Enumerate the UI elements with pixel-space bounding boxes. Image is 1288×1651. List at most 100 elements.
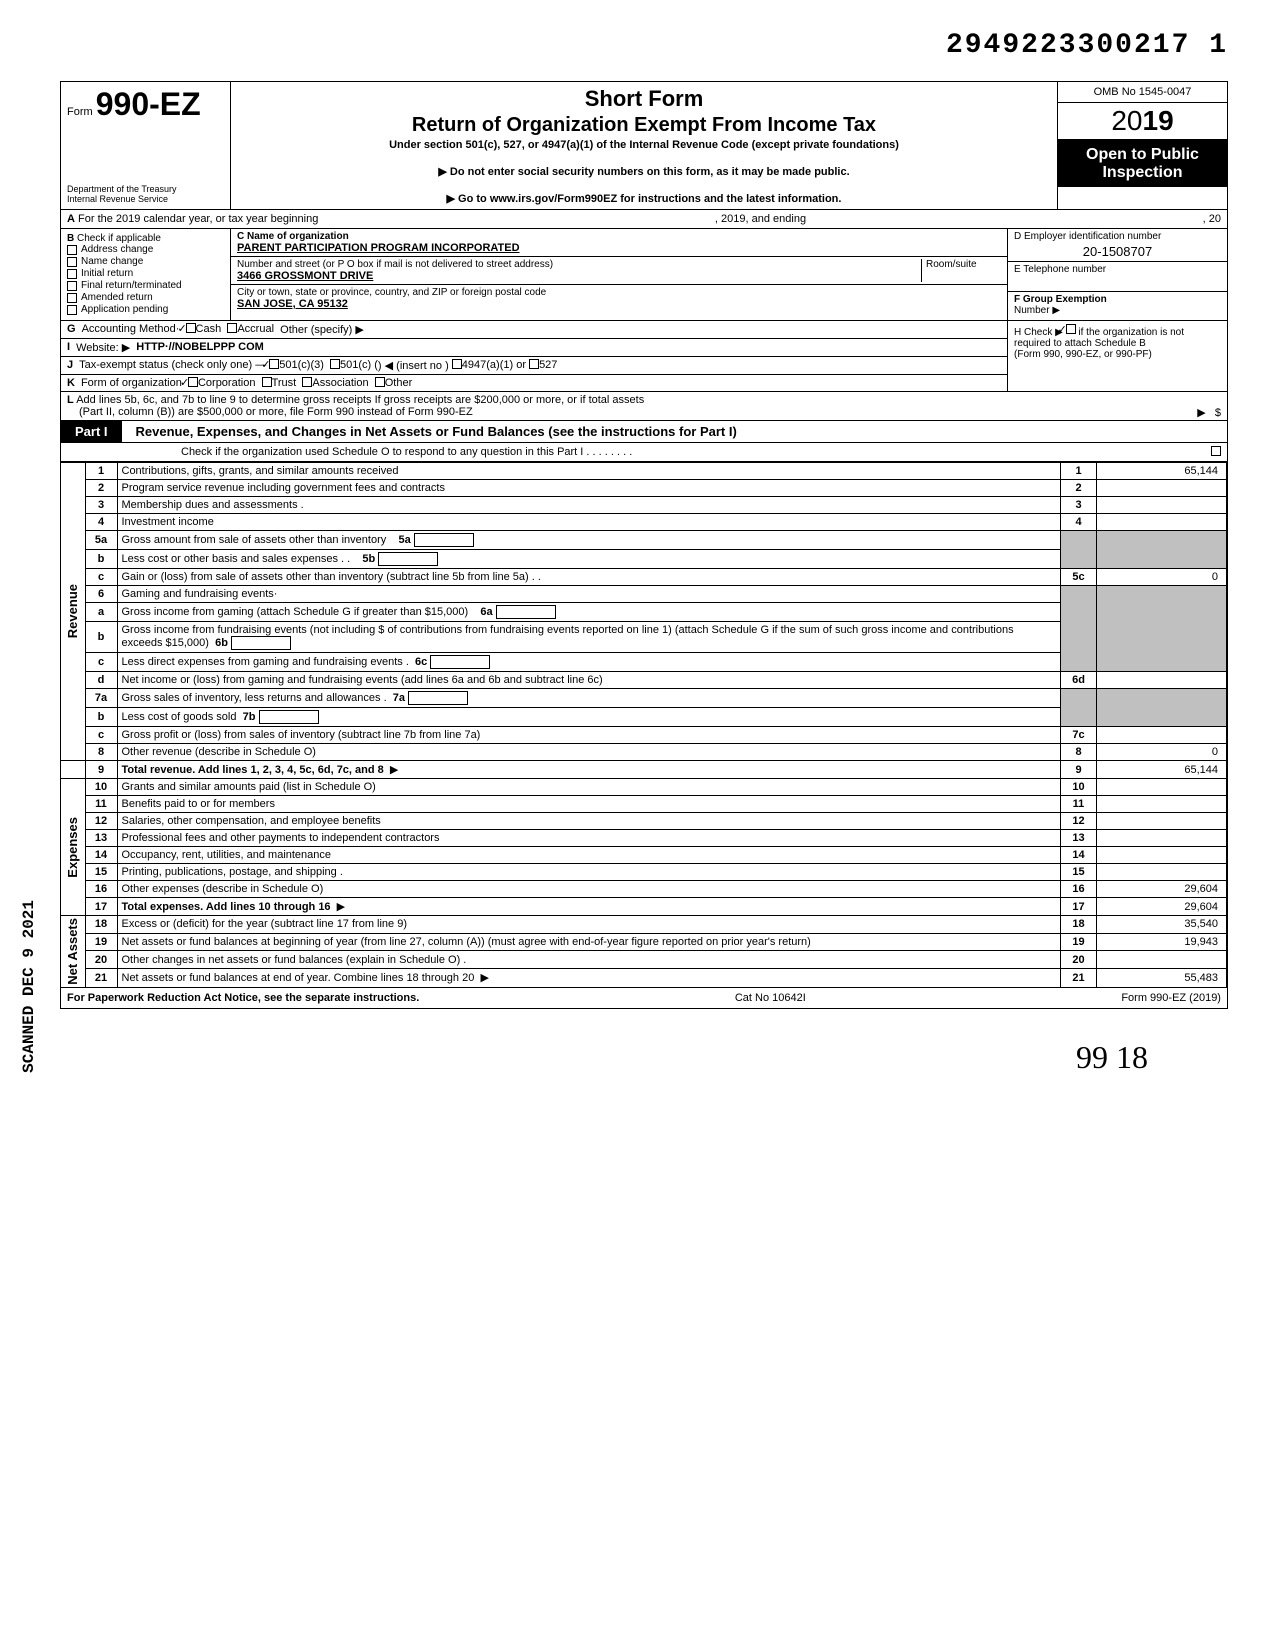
cb-address[interactable]: Address change [67, 244, 224, 255]
l2-desc: Program service revenue including govern… [117, 480, 1061, 497]
cb-address-label: Address change [81, 244, 153, 255]
cb-trust[interactable] [262, 377, 272, 387]
501c3-label: 501(c)(3) [279, 359, 324, 372]
l10-amt [1097, 779, 1227, 796]
year-prefix: 20 [1111, 105, 1142, 136]
tax-year: 2019 [1058, 103, 1227, 140]
line-13: 13Professional fees and other payments t… [61, 830, 1227, 847]
other-label: Other (specify) ▶ [280, 323, 364, 336]
h-block: H Check ▶ if the organization is not req… [1007, 321, 1227, 391]
row-i: I Website: ▶ HTTP·//NOBELPPP COM [61, 339, 1007, 357]
l5b-desc: Less cost or other basis and sales expen… [122, 553, 351, 565]
l20-desc: Other changes in net assets or fund bala… [117, 951, 1061, 969]
col-b: B Check if applicable Address change Nam… [61, 229, 231, 320]
cb-initial-label: Initial return [81, 268, 133, 279]
line-6d: dNet income or (loss) from gaming and fu… [61, 672, 1227, 689]
form-footer: For Paperwork Reduction Act Notice, see … [61, 988, 1227, 1008]
line-6b: bGross income from fundraising events (n… [61, 622, 1227, 653]
dln-number: 2949223300217 1 [60, 30, 1228, 61]
l19-desc: Net assets or fund balances at beginning… [117, 933, 1061, 951]
line-6: 6Gaming and fundraising events· [61, 586, 1227, 603]
l6a-desc: Gross income from gaming (attach Schedul… [122, 606, 469, 618]
city-label: City or town, state or province, country… [237, 287, 1001, 298]
l16-desc: Other expenses (describe in Schedule O) [117, 881, 1061, 898]
cb-corp[interactable] [188, 377, 198, 387]
line-5c: cGain or (loss) from sale of assets othe… [61, 569, 1227, 586]
dept-treasury: Department of the Treasury Internal Reve… [67, 185, 224, 205]
cb-initial[interactable]: Initial return [67, 268, 224, 279]
open-inspection: Open to Public Inspection [1058, 140, 1227, 187]
row-k: K Form of organization Corporation Trust… [61, 375, 1007, 391]
cb-h[interactable] [1066, 324, 1076, 334]
f-label: F Group Exemption [1014, 294, 1107, 305]
line-11: 11Benefits paid to or for members11 [61, 796, 1227, 813]
form-prefix: Form [67, 106, 93, 118]
street-val: 3466 GROSSMONT DRIVE [237, 270, 921, 282]
l-dollar: $ [1215, 407, 1221, 419]
k-text: Form of organization [81, 377, 182, 389]
street-row: Number and street (or P O box if mail is… [231, 257, 1007, 285]
line-6a: aGross income from gaming (attach Schedu… [61, 603, 1227, 622]
cb-scho[interactable] [1211, 446, 1221, 456]
cb-cash[interactable] [186, 323, 196, 333]
line-7b: bLess cost of goods sold 7b [61, 708, 1227, 727]
cb-amended[interactable]: Amended return [67, 292, 224, 303]
l14-amt [1097, 847, 1227, 864]
cb-501c[interactable] [330, 359, 340, 369]
cb-name[interactable]: Name change [67, 256, 224, 267]
lines-table: Revenue 1Contributions, gifts, grants, a… [61, 462, 1227, 988]
cb-501c3[interactable] [269, 359, 279, 369]
form-header: Form 990-EZ Department of the Treasury I… [61, 82, 1227, 210]
line-14: 14Occupancy, rent, utilities, and mainte… [61, 847, 1227, 864]
l8-desc: Other revenue (describe in Schedule O) [117, 744, 1061, 761]
l6c-desc: Less direct expenses from gaming and fun… [122, 656, 409, 668]
l13-amt [1097, 830, 1227, 847]
d-label: D Employer identification number [1014, 231, 1221, 242]
l12-amt [1097, 813, 1227, 830]
i-label: I [67, 341, 70, 354]
trust-label: Trust [272, 377, 297, 389]
footer-mid: Cat No 10642I [735, 992, 806, 1004]
row-g: G Accounting Method· Cash Accrual Other … [61, 321, 1007, 339]
line-18: Net Assets 18Excess or (deficit) for the… [61, 916, 1227, 934]
i-text: Website: ▶ [76, 341, 130, 354]
line-10: Expenses 10Grants and similar amounts pa… [61, 779, 1227, 796]
cb-final[interactable]: Final return/terminated [67, 280, 224, 291]
cb-527[interactable] [529, 359, 539, 369]
e-label: E Telephone number [1014, 264, 1221, 275]
line-17: 17Total expenses. Add lines 10 through 1… [61, 898, 1227, 916]
row-a: A For the 2019 calendar year, or tax yea… [61, 210, 1227, 229]
cb-amended-label: Amended return [81, 292, 153, 303]
l6-desc: Gaming and fundraising events· [117, 586, 1061, 603]
cb-other[interactable] [375, 377, 385, 387]
cb-4947[interactable] [452, 359, 462, 369]
cb-name-label: Name change [81, 256, 143, 267]
side-revenue: Revenue [65, 584, 80, 638]
cb-pending[interactable]: Application pending [67, 304, 224, 315]
cb-accrual[interactable] [227, 323, 237, 333]
open2: Inspection [1060, 164, 1225, 182]
line-1: Revenue 1Contributions, gifts, grants, a… [61, 463, 1227, 480]
cb-assoc[interactable] [302, 377, 312, 387]
l9-amt: 65,144 [1097, 761, 1227, 779]
form-990ez: Form 990-EZ Department of the Treasury I… [60, 81, 1228, 1009]
handwritten-note: 99 18 [60, 1039, 1228, 1076]
website-val: HTTP·//NOBELPPP COM [136, 341, 264, 354]
accrual-label: Accrual [237, 323, 274, 336]
j-label: J [67, 359, 73, 372]
l-text1: Add lines 5b, 6c, and 7b to line 9 to de… [76, 394, 644, 406]
cb-final-label: Final return/terminated [81, 280, 182, 291]
a-mid: , 2019, and ending [715, 213, 806, 225]
part1-subtext: Check if the organization used Schedule … [181, 446, 632, 458]
line-6c: cLess direct expenses from gaming and fu… [61, 653, 1227, 672]
ein-block: D Employer identification number 20-1508… [1008, 229, 1227, 262]
h-sub: required to attach Schedule B [1014, 338, 1146, 349]
l16-amt: 29,604 [1097, 881, 1227, 898]
line-2: 2Program service revenue including gover… [61, 480, 1227, 497]
line-4: 4Investment income4 [61, 514, 1227, 531]
arrow1: ▶ Do not enter social security numbers o… [241, 165, 1047, 178]
l3-desc: Membership dues and assessments . [117, 497, 1061, 514]
insert-label: ) ◀ (insert no ) [378, 359, 449, 372]
527-label: 527 [539, 359, 557, 372]
group-block: F Group Exemption Number ▶ [1008, 292, 1227, 321]
